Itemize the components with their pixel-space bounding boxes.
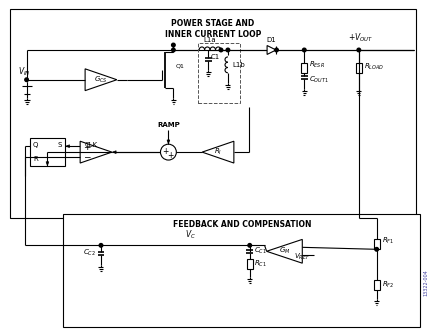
Polygon shape xyxy=(85,69,117,91)
Circle shape xyxy=(160,144,176,160)
Bar xyxy=(246,259,252,269)
Circle shape xyxy=(171,43,175,47)
Polygon shape xyxy=(66,145,69,148)
Text: S: S xyxy=(57,142,61,148)
Polygon shape xyxy=(112,151,116,154)
Text: $C_{C2}$: $C_{C2}$ xyxy=(83,248,96,259)
Text: Q1: Q1 xyxy=(175,63,184,68)
Text: $+V_{OUT}$: $+V_{OUT}$ xyxy=(347,31,373,44)
Text: +: + xyxy=(83,143,91,152)
Text: $R_I$: $R_I$ xyxy=(214,147,222,157)
Polygon shape xyxy=(46,162,49,166)
Text: L1a: L1a xyxy=(203,37,216,43)
Text: CLK: CLK xyxy=(85,142,98,148)
Text: +: + xyxy=(162,147,168,156)
Text: Q: Q xyxy=(33,142,38,148)
Text: $R_{ESR}$: $R_{ESR}$ xyxy=(309,60,325,70)
Circle shape xyxy=(374,247,378,251)
Text: $R_{C1}$: $R_{C1}$ xyxy=(253,259,266,269)
Text: RAMP: RAMP xyxy=(157,122,179,128)
Text: FEEDBACK AND COMPENSATION: FEEDBACK AND COMPENSATION xyxy=(172,219,310,228)
Bar xyxy=(373,280,379,290)
Text: $R_{LOAD}$: $R_{LOAD}$ xyxy=(363,62,383,72)
Circle shape xyxy=(171,48,175,52)
Bar xyxy=(355,63,361,73)
Circle shape xyxy=(302,48,306,52)
Polygon shape xyxy=(266,239,302,263)
Bar xyxy=(63,214,419,327)
Polygon shape xyxy=(80,141,112,163)
Bar xyxy=(373,239,379,249)
Text: $C_{C1}$: $C_{C1}$ xyxy=(253,246,266,257)
Text: +: + xyxy=(167,151,173,160)
Text: $R_{F1}$: $R_{F1}$ xyxy=(381,236,393,246)
Polygon shape xyxy=(167,140,169,144)
Polygon shape xyxy=(202,141,233,163)
Text: $V_{IN}$: $V_{IN}$ xyxy=(18,65,31,78)
Circle shape xyxy=(274,48,278,52)
Text: L1b: L1b xyxy=(231,62,244,68)
Bar xyxy=(198,43,239,103)
Text: $G_{CS}$: $G_{CS}$ xyxy=(94,74,108,85)
Text: $V_{REF}$: $V_{REF}$ xyxy=(294,252,310,262)
Circle shape xyxy=(25,78,28,81)
Circle shape xyxy=(99,243,102,247)
Text: D1: D1 xyxy=(266,37,276,43)
Text: −: − xyxy=(83,153,91,162)
Bar xyxy=(30,138,65,166)
Text: $G_M$: $G_M$ xyxy=(278,246,289,257)
Polygon shape xyxy=(266,45,276,54)
Text: $R_{F2}$: $R_{F2}$ xyxy=(381,280,393,290)
Text: R: R xyxy=(33,156,38,162)
Bar xyxy=(10,9,415,217)
Circle shape xyxy=(356,48,360,52)
Text: POWER STAGE AND
INNER CURRENT LOOP: POWER STAGE AND INNER CURRENT LOOP xyxy=(164,19,261,39)
Text: C1: C1 xyxy=(210,54,220,60)
Text: 13322-004: 13322-004 xyxy=(423,270,428,296)
Bar xyxy=(301,63,306,73)
Text: $V_C$: $V_C$ xyxy=(184,229,195,241)
Circle shape xyxy=(247,243,251,247)
Circle shape xyxy=(226,48,229,52)
Circle shape xyxy=(219,48,222,52)
Text: $C_{OUT1}$: $C_{OUT1}$ xyxy=(309,74,329,85)
